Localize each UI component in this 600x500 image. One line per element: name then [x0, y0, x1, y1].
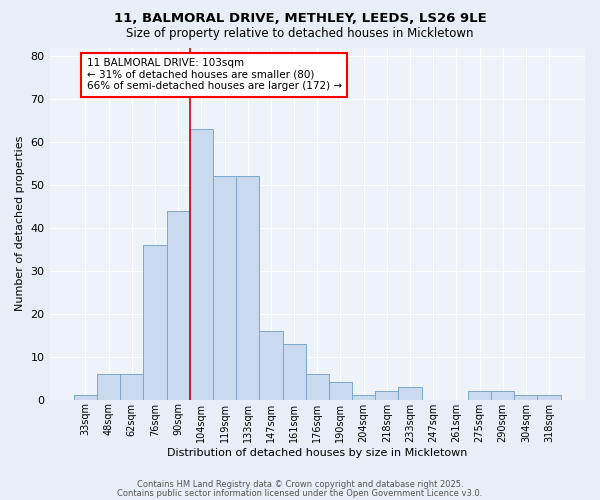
Bar — [143, 245, 167, 400]
Bar — [398, 387, 422, 400]
Bar — [236, 176, 259, 400]
Bar — [468, 391, 491, 400]
Bar — [538, 396, 560, 400]
Text: 11, BALMORAL DRIVE, METHLEY, LEEDS, LS26 9LE: 11, BALMORAL DRIVE, METHLEY, LEEDS, LS26… — [113, 12, 487, 26]
Y-axis label: Number of detached properties: Number of detached properties — [15, 136, 25, 312]
Text: Contains HM Land Registry data © Crown copyright and database right 2025.: Contains HM Land Registry data © Crown c… — [137, 480, 463, 489]
Bar — [213, 176, 236, 400]
Bar — [97, 374, 120, 400]
Text: Contains public sector information licensed under the Open Government Licence v3: Contains public sector information licen… — [118, 489, 482, 498]
Bar — [329, 382, 352, 400]
Bar — [491, 391, 514, 400]
Bar — [190, 129, 213, 400]
Text: Size of property relative to detached houses in Mickletown: Size of property relative to detached ho… — [126, 28, 474, 40]
Bar — [167, 210, 190, 400]
Bar — [352, 396, 375, 400]
Bar — [514, 396, 538, 400]
Text: 11 BALMORAL DRIVE: 103sqm
← 31% of detached houses are smaller (80)
66% of semi-: 11 BALMORAL DRIVE: 103sqm ← 31% of detac… — [86, 58, 342, 92]
Bar — [375, 391, 398, 400]
Bar — [259, 331, 283, 400]
X-axis label: Distribution of detached houses by size in Mickletown: Distribution of detached houses by size … — [167, 448, 467, 458]
Bar — [120, 374, 143, 400]
Bar — [305, 374, 329, 400]
Bar — [283, 344, 305, 400]
Bar — [74, 396, 97, 400]
